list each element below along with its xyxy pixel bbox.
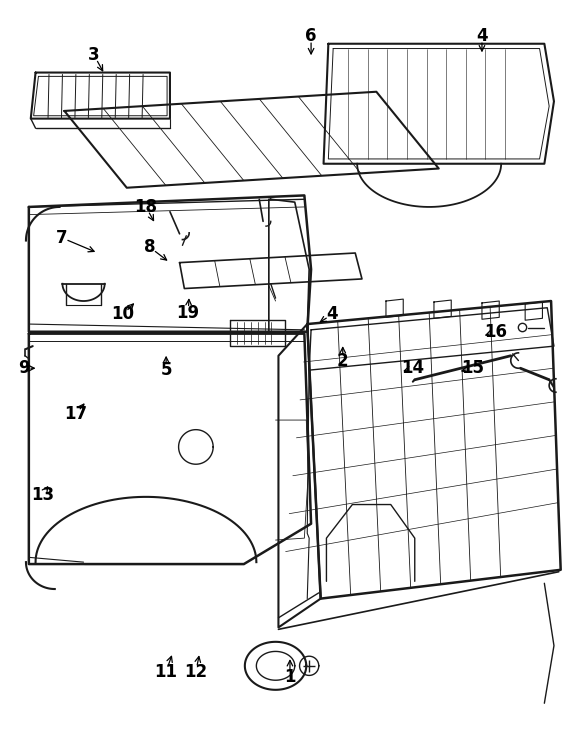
Text: 18: 18 — [135, 198, 157, 216]
Text: 2: 2 — [337, 352, 349, 370]
Text: 19: 19 — [177, 303, 200, 321]
Text: 17: 17 — [64, 406, 87, 424]
Text: 3: 3 — [88, 46, 100, 64]
Text: 12: 12 — [184, 663, 208, 681]
Text: 4: 4 — [476, 27, 488, 45]
Text: 11: 11 — [155, 663, 177, 681]
Text: 16: 16 — [484, 323, 507, 341]
Text: 7: 7 — [55, 229, 67, 247]
Text: 15: 15 — [461, 359, 484, 377]
Text: 4: 4 — [327, 306, 338, 323]
Text: 10: 10 — [112, 306, 135, 323]
Text: 6: 6 — [305, 27, 317, 45]
Text: 9: 9 — [18, 359, 30, 377]
Text: 13: 13 — [31, 486, 54, 504]
Text: 1: 1 — [284, 669, 296, 686]
Text: 8: 8 — [144, 238, 155, 256]
Text: 5: 5 — [160, 361, 172, 379]
Text: 14: 14 — [401, 359, 424, 377]
